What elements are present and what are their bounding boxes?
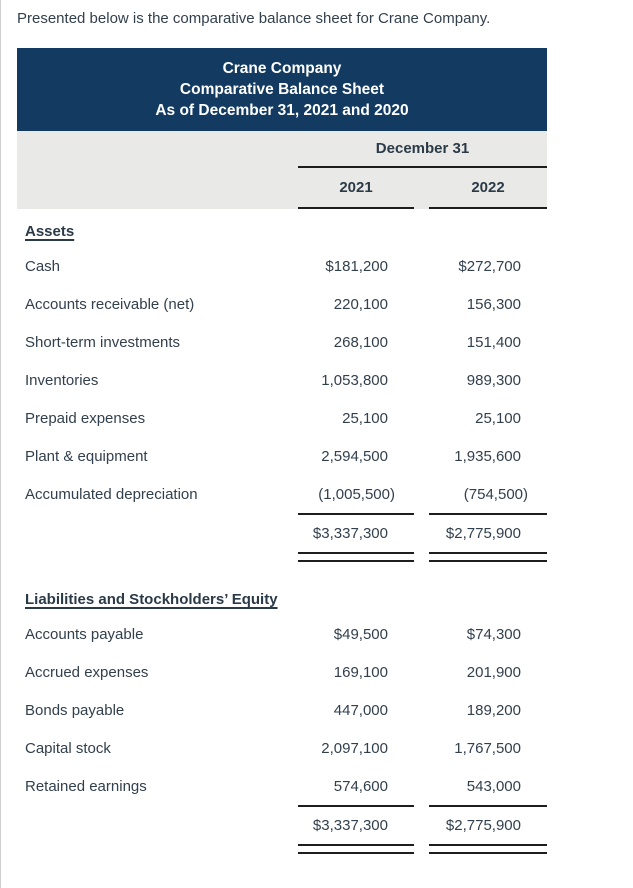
value-2022: 543,000 (466, 777, 521, 795)
year-header-row: 2021 2022 (17, 168, 547, 209)
section-total-row: $3,337,300 $2,775,900 (17, 513, 547, 552)
total-value-2021: $3,337,300 (298, 805, 414, 844)
total-value-2022: $2,775,900 (429, 805, 547, 844)
value-2021: $49,500 (333, 625, 388, 643)
value-2021: 220,100 (333, 295, 388, 313)
row-label: Accounts payable (25, 625, 144, 643)
table-body: Assets Cash $181,200 $272,700 Accounts r… (17, 222, 547, 854)
value-2021: 2,097,100 (321, 739, 388, 757)
column-header-band: December 31 2021 2022 (17, 131, 547, 209)
date-header-row: December 31 (17, 131, 547, 168)
section-total-row: $3,337,300 $2,775,900 (17, 805, 547, 844)
value-2021: (1,005,500) (318, 485, 395, 503)
value-2022: 189,200 (466, 701, 521, 719)
value-2022: $74,300 (466, 625, 521, 643)
value-2022: 1,935,600 (454, 447, 521, 465)
value-2022: 156,300 (466, 295, 521, 313)
table-row: Bonds payable 447,000 189,200 (17, 691, 547, 729)
section-rows: Accounts payable $49,500 $74,300 Accrued… (17, 615, 547, 805)
value-2021: $181,200 (325, 257, 388, 275)
table-row: Plant & equipment 2,594,500 1,935,600 (17, 437, 547, 475)
value-2021: 1,053,800 (321, 371, 388, 389)
table-row: Short-term investments 268,100 151,400 (17, 323, 547, 361)
value-2021: 2,594,500 (321, 447, 388, 465)
row-label: Accumulated depreciation (25, 485, 198, 503)
row-label: Inventories (25, 371, 99, 389)
row-label: Capital stock (25, 739, 111, 757)
table-row: Accounts receivable (net) 220,100 156,30… (17, 285, 547, 323)
row-label: Bonds payable (25, 701, 125, 719)
year-column-header-2021: 2021 (298, 168, 414, 209)
table-row: Inventories 1,053,800 989,300 (17, 361, 547, 399)
table-row: Accounts payable $49,500 $74,300 (17, 615, 547, 653)
table-row: Prepaid expenses 25,100 25,100 (17, 399, 547, 437)
section-rows: Cash $181,200 $272,700 Accounts receivab… (17, 247, 547, 513)
value-2022: 151,400 (466, 333, 521, 351)
value-2021: 268,100 (333, 333, 388, 351)
table-section: Liabilities and Stockholders’ Equity Acc… (17, 590, 547, 854)
value-2021: 169,100 (333, 663, 388, 681)
double-rule (298, 844, 414, 854)
company-name: Crane Company (222, 60, 342, 77)
double-rule-row (17, 552, 547, 562)
value-2022: 201,900 (466, 663, 521, 681)
section-heading: Liabilities and Stockholders’ Equity (25, 591, 278, 608)
value-2022: 25,100 (475, 409, 521, 427)
double-rule (298, 552, 414, 562)
table-title-block: Crane Company Comparative Balance Sheet … (17, 48, 547, 131)
statement-date-line: As of December 31, 2021 and 2020 (155, 102, 409, 119)
value-2021: 574,600 (333, 777, 388, 795)
value-2021: 447,000 (333, 701, 388, 719)
year-column-header-2022: 2022 (429, 168, 547, 209)
value-2021: 25,100 (342, 409, 388, 427)
value-2022: 1,767,500 (454, 739, 521, 757)
double-rule (429, 844, 547, 854)
table-row: Cash $181,200 $272,700 (17, 247, 547, 285)
date-header: December 31 (298, 131, 547, 168)
double-rule-row (17, 844, 547, 854)
table-row: Accumulated depreciation (1,005,500) (75… (17, 475, 547, 513)
value-2022: 989,300 (466, 371, 521, 389)
balance-sheet-table: Crane Company Comparative Balance Sheet … (17, 48, 547, 854)
value-2022: $272,700 (458, 257, 521, 275)
table-row: Capital stock 2,097,100 1,767,500 (17, 729, 547, 767)
row-label: Cash (25, 257, 61, 275)
statement-name: Comparative Balance Sheet (179, 81, 385, 98)
section-heading: Assets (25, 223, 75, 240)
row-label: Short-term investments (25, 333, 181, 351)
table-row: Retained earnings 574,600 543,000 (17, 767, 547, 805)
total-value-2021: $3,337,300 (298, 513, 414, 552)
row-label: Accrued expenses (25, 663, 149, 681)
table-row: Accrued expenses 169,100 201,900 (17, 653, 547, 691)
row-label: Retained earnings (25, 777, 147, 795)
intro-text: Presented below is the comparative balan… (17, 10, 491, 27)
row-label: Plant & equipment (25, 447, 148, 465)
row-label: Accounts receivable (net) (25, 295, 195, 313)
total-value-2022: $2,775,900 (429, 513, 547, 552)
value-2022: (754,500) (463, 485, 528, 503)
row-label: Prepaid expenses (25, 409, 146, 427)
table-section: Assets Cash $181,200 $272,700 Accounts r… (17, 222, 547, 562)
double-rule (429, 552, 547, 562)
